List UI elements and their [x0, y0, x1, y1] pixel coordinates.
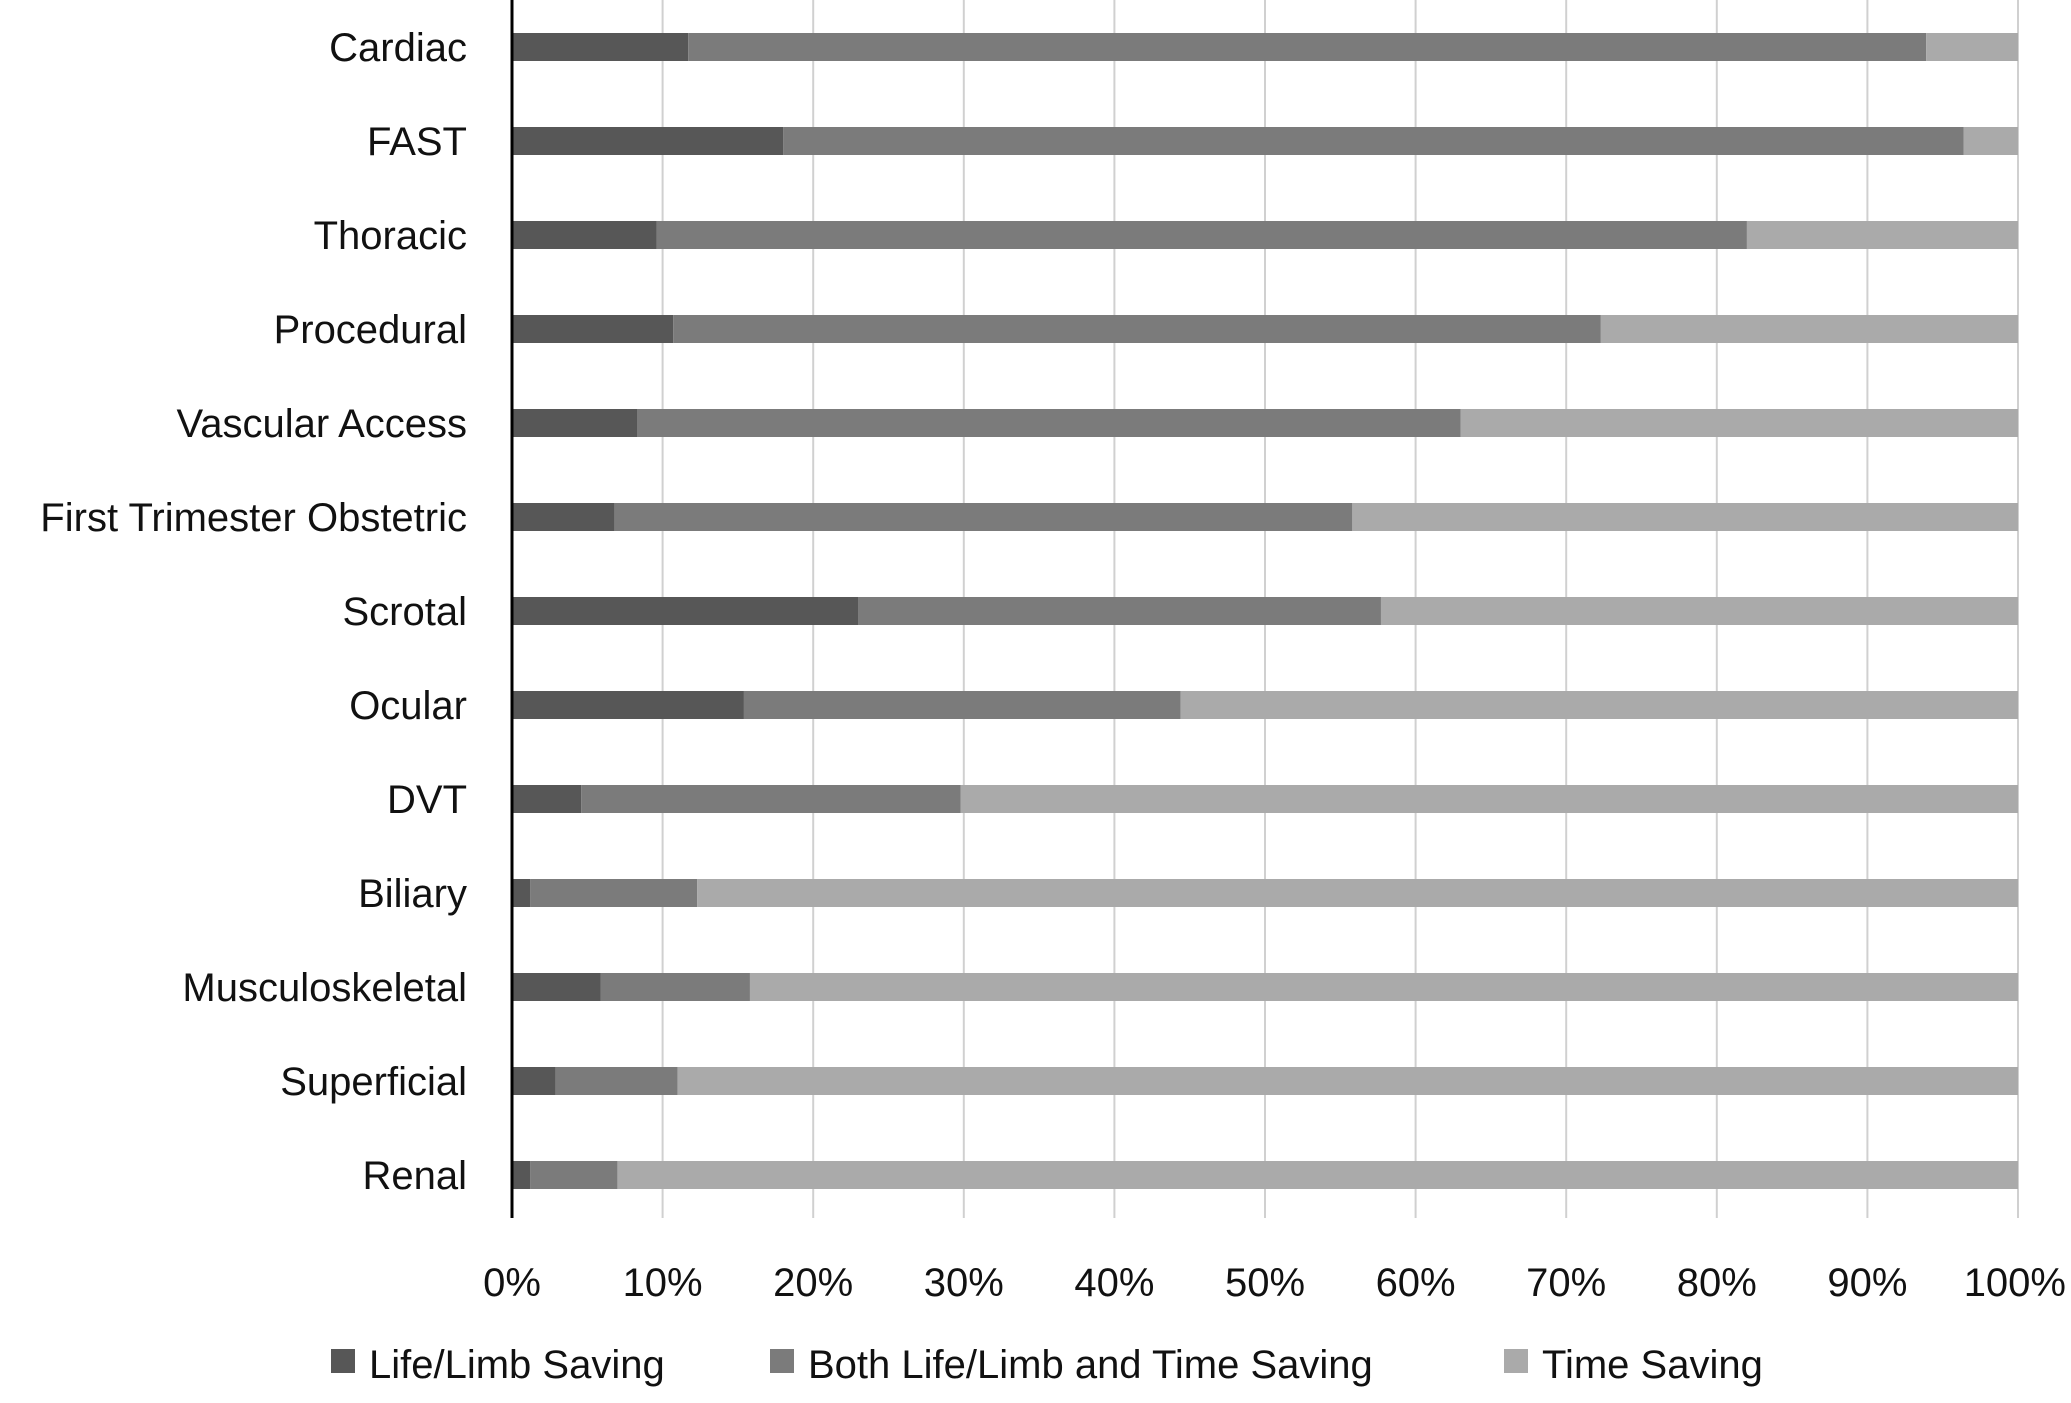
- category-label: First Trimester Obstetric: [40, 496, 467, 540]
- category-label: Cardiac: [329, 26, 467, 70]
- legend-swatch: [331, 1349, 355, 1373]
- bar-segment: [1180, 691, 2018, 719]
- bar-segment: [783, 127, 1964, 155]
- category-label: Scrotal: [343, 590, 468, 634]
- bar-segment: [512, 503, 615, 531]
- bar-segment: [1746, 221, 2018, 249]
- category-label: Ocular: [349, 684, 467, 728]
- legend-swatch: [1504, 1349, 1528, 1373]
- legend-label: Time Saving: [1542, 1343, 1763, 1387]
- category-label: Superficial: [280, 1060, 467, 1104]
- bar-segment: [512, 597, 859, 625]
- bar-segment: [512, 879, 531, 907]
- category-label: Procedural: [274, 308, 467, 352]
- x-tick-label: 40%: [1074, 1261, 1154, 1305]
- bar-segment: [512, 785, 582, 813]
- category-label: Vascular Access: [177, 402, 468, 446]
- bar-segment: [614, 503, 1353, 531]
- legend: Life/Limb Saving Both Life/Limb and Time …: [331, 1343, 1763, 1387]
- bar-segment: [581, 785, 961, 813]
- x-tick-label: 0%: [483, 1261, 541, 1305]
- bar-segment: [512, 315, 674, 343]
- x-tick-label: 80%: [1677, 1261, 1757, 1305]
- x-tick-label: 70%: [1526, 1261, 1606, 1305]
- bar-segment: [512, 409, 637, 437]
- bar-segment: [512, 691, 744, 719]
- bar-segment: [697, 879, 2018, 907]
- x-tick-label: 60%: [1376, 1261, 1456, 1305]
- x-tick-label: 30%: [924, 1261, 1004, 1305]
- bar-segment: [512, 1067, 556, 1095]
- category-label: Biliary: [358, 872, 467, 916]
- bar-segment: [743, 691, 1181, 719]
- bar-segment: [636, 409, 1461, 437]
- x-axis-tick-labels: 0% 10% 20% 30% 40% 50% 60% 70% 80% 90% 100%: [483, 1261, 2066, 1305]
- bar-segment: [512, 221, 657, 249]
- bar-segment: [530, 879, 698, 907]
- bar-segment: [600, 973, 750, 1001]
- category-label: FAST: [367, 120, 467, 164]
- bar-segment: [555, 1067, 678, 1095]
- x-tick-label: 100%: [1964, 1261, 2066, 1305]
- category-labels: Cardiac FAST Thoracic Procedural Vascular Ac…: [40, 26, 467, 1198]
- bar-segment: [960, 785, 2018, 813]
- bar-segment: [1600, 315, 2018, 343]
- bar-segment: [512, 973, 601, 1001]
- x-tick-label: 20%: [773, 1261, 853, 1305]
- legend-swatch: [770, 1349, 794, 1373]
- legend-label: Life/Limb Saving: [369, 1343, 665, 1387]
- bar-segment: [1460, 409, 2018, 437]
- bar-segment: [858, 597, 1381, 625]
- category-label: Thoracic: [314, 214, 467, 258]
- bar-segment: [673, 315, 1601, 343]
- x-tick-label: 90%: [1827, 1261, 1907, 1305]
- bar-segment: [749, 973, 2018, 1001]
- x-tick-label: 50%: [1225, 1261, 1305, 1305]
- legend-label: Both Life/Limb and Time Saving: [808, 1343, 1373, 1387]
- bar-segment: [512, 1161, 531, 1189]
- bar-segment: [1352, 503, 2018, 531]
- bar-segment: [1963, 127, 2018, 155]
- x-tick-label: 10%: [623, 1261, 703, 1305]
- bar-segment: [1380, 597, 2018, 625]
- category-label: Renal: [362, 1154, 467, 1198]
- bars: [512, 33, 2019, 1189]
- category-label: DVT: [387, 778, 467, 822]
- bar-segment: [530, 1161, 618, 1189]
- bar-segment: [688, 33, 1927, 61]
- bar-segment: [656, 221, 1747, 249]
- bar-segment: [677, 1067, 2019, 1095]
- bar-segment: [512, 33, 689, 61]
- bar-segment: [512, 127, 784, 155]
- category-label: Musculoskeletal: [182, 966, 467, 1010]
- bar-segment: [617, 1161, 2019, 1189]
- bar-segment: [1926, 33, 2018, 61]
